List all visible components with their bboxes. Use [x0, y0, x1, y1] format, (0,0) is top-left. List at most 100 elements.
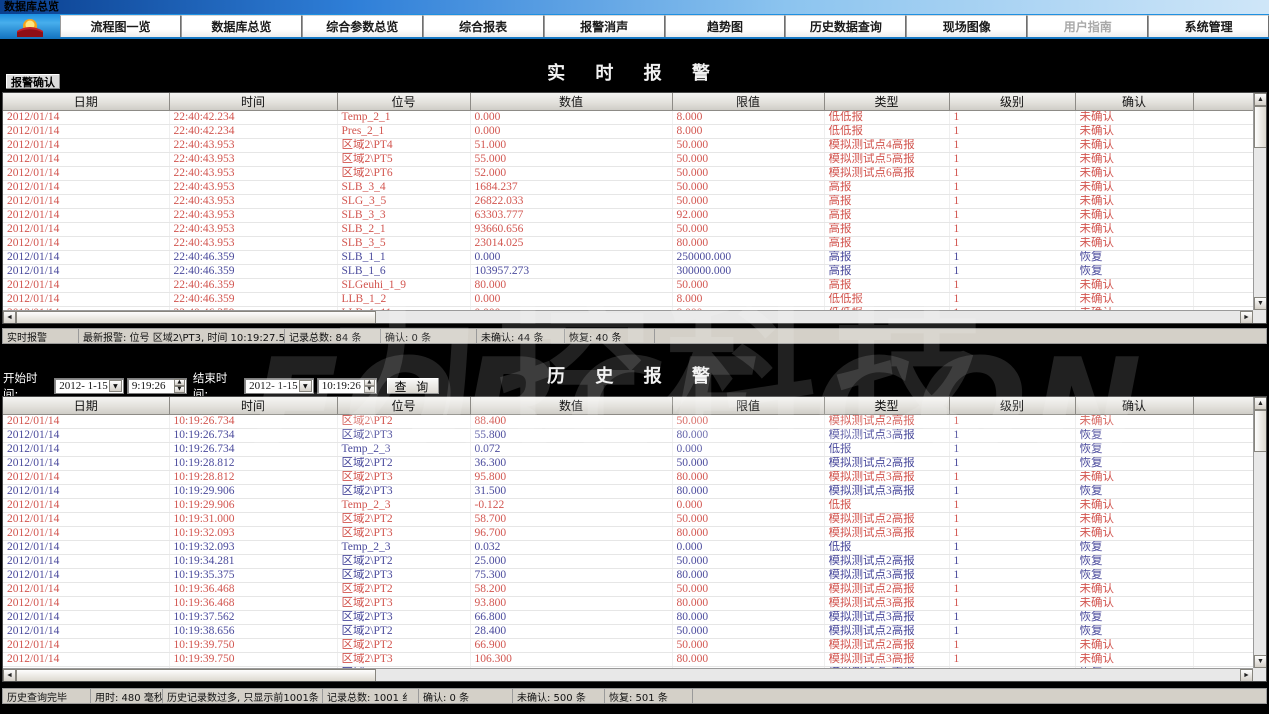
alarm-ack-button[interactable]: 报警确认 — [5, 73, 61, 90]
tab-comprehensive-report[interactable]: 综合报表 — [422, 15, 544, 37]
cell-limit: 80.000 — [672, 610, 825, 625]
col-header-tag[interactable]: 位号 — [337, 397, 471, 415]
table-row[interactable]: 2012/01/14 10:19:38.656 区域2\PT2 28.400 50.00… — [3, 624, 1266, 639]
table-row[interactable]: 2012/01/14 10:19:28.812 区域2\PT3 95.800 80.00… — [3, 470, 1266, 485]
chevron-down-icon[interactable]: ▼ — [108, 380, 122, 392]
table-row[interactable]: 2012/01/14 22:40:43.953 区域2\PT4 51.000 50.00… — [3, 138, 1266, 153]
col-header-type[interactable]: 类型 — [824, 93, 950, 111]
tab-database-overview[interactable]: 数据库总览 — [180, 15, 302, 37]
col-header-limit[interactable]: 限值 — [672, 397, 825, 415]
start-time-spinner[interactable]: 9:19:26 ▲ ▼ — [126, 378, 187, 394]
table-row[interactable]: 2012/01/14 22:40:43.953 区域2\PT6 52.000 50.00… — [3, 166, 1266, 181]
col-header-date[interactable]: 日期 — [3, 397, 170, 415]
col-header-level[interactable]: 级别 — [949, 397, 1076, 415]
table-row[interactable]: 2012/01/14 10:19:36.468 区域2\PT2 58.200 50.00… — [3, 582, 1266, 597]
cell-date: 2012/01/14 — [3, 498, 170, 513]
cell-tag: SLG_3_5 — [337, 194, 471, 209]
cell-type: 模拟测试点3高报 — [824, 526, 950, 541]
table-row[interactable]: 2012/01/14 22:40:43.953 SLG_3_5 26822.033 50… — [3, 194, 1266, 209]
tab-alarm-silence[interactable]: 报警消声 — [543, 15, 665, 37]
query-button[interactable]: 查 询 — [385, 377, 440, 395]
table-row[interactable]: 2012/01/14 10:19:39.750 区域2\PT2 66.900 50.00… — [3, 638, 1266, 653]
cell-date: 2012/01/14 — [3, 610, 170, 625]
table-row[interactable]: 2012/01/14 10:19:37.562 区域2\PT3 66.800 80.00… — [3, 610, 1266, 625]
table-row[interactable]: 2012/01/14 22:40:43.953 区域2\PT5 55.000 50.00… — [3, 152, 1266, 167]
table-row[interactable]: 2012/01/14 10:19:32.093 区域2\PT3 96.700 80.00… — [3, 526, 1266, 541]
col-header-date[interactable]: 日期 — [3, 93, 170, 111]
table-row[interactable]: 2012/01/14 22:40:46.359 SLB_1_6 103957.273 3… — [3, 264, 1266, 279]
start-date-combo[interactable]: 2012- 1-15 ▼ — [54, 378, 124, 394]
cell-limit: 80.000 — [672, 596, 825, 611]
col-header-level[interactable]: 级别 — [949, 93, 1076, 111]
history-alarm-grid: 日期 时间 位号 数值 限值 类型 级别 确认 操作员 2012/01/1410… — [2, 396, 1267, 682]
hist-status-state: 历史查询完毕 — [3, 689, 91, 703]
col-header-time[interactable]: 时间 — [169, 397, 338, 415]
table-row[interactable]: 2012/01/14 22:40:43.953 SLB_2_1 93660.656 50… — [3, 222, 1266, 237]
cell-ack: 未确认 — [1075, 470, 1194, 485]
table-row[interactable]: 2012/01/14 22:40:43.953 SLB_3_5 23014.025 80… — [3, 236, 1266, 251]
history-query-bar: 开始时间: 2012- 1-15 ▼ 9:19:26 ▲ ▼ 结束时间: 2012… — [0, 371, 440, 401]
table-row[interactable]: 2012/01/14 10:19:28.812 区域2\PT2 36.300 50.00… — [3, 456, 1266, 471]
table-row[interactable]: 2012/01/14 22:40:43.953 SLB_3_3 63303.777 92… — [3, 208, 1266, 223]
col-header-limit[interactable]: 限值 — [672, 93, 825, 111]
table-row[interactable]: 2012/01/14 10:19:29.906 区域2\PT3 31.500 80.00… — [3, 484, 1266, 499]
cell-tag: Temp_2_3 — [337, 442, 471, 457]
spinner-arrows-icon[interactable]: ▲ ▼ — [363, 379, 375, 393]
realtime-vertical-scrollbar[interactable]: ▲ ▼ — [1253, 93, 1266, 310]
table-row[interactable]: 2012/01/14 10:19:26.734 区域2\PT3 55.800 80.00… — [3, 428, 1266, 443]
table-row[interactable]: 2012/01/14 10:19:32.093 Temp_2_3 0.032 0.000… — [3, 540, 1266, 555]
cell-level: 1 — [949, 264, 1076, 279]
realtime-horizontal-scrollbar[interactable]: ◄ ► — [3, 310, 1253, 323]
table-row[interactable]: 2012/01/14 10:19:29.906 Temp_2_3 -0.122 0.00… — [3, 498, 1266, 513]
tab-flowchart-overview[interactable]: 流程图一览 — [60, 15, 181, 37]
tab-system-management[interactable]: 系统管理 — [1148, 15, 1269, 37]
vscroll-thumb[interactable] — [1254, 106, 1266, 148]
table-row[interactable]: 2012/01/14 10:19:36.468 区域2\PT3 93.800 80.00… — [3, 596, 1266, 611]
tab-user-guide[interactable]: 用户指南 — [1027, 15, 1149, 37]
end-date-combo[interactable]: 2012- 1-15 ▼ — [244, 378, 314, 394]
col-header-type[interactable]: 类型 — [824, 397, 950, 415]
table-row[interactable]: 2012/01/14 22:40:43.953 SLB_3_4 1684.237 50.… — [3, 180, 1266, 195]
table-row[interactable]: 2012/01/14 10:19:35.375 区域2\PT3 75.300 80.00… — [3, 568, 1266, 583]
history-vertical-scrollbar[interactable]: ▲ ▼ — [1253, 397, 1266, 668]
end-time-spinner[interactable]: 10:19:26 ▲ ▼ — [316, 378, 377, 394]
table-row[interactable]: 2012/01/14 10:19:39.750 区域2\PT3 106.300 80.0… — [3, 652, 1266, 667]
cell-level: 1 — [949, 568, 1076, 583]
scroll-left-icon[interactable]: ◄ — [3, 311, 16, 323]
tab-parameter-overview[interactable]: 综合参数总览 — [301, 15, 423, 37]
col-header-ack[interactable]: 确认 — [1075, 397, 1194, 415]
scroll-down-icon[interactable]: ▼ — [1254, 297, 1266, 310]
hscroll-thumb[interactable] — [16, 311, 376, 323]
hscroll-thumb[interactable] — [16, 669, 376, 681]
scroll-right-icon[interactable]: ► — [1240, 669, 1253, 681]
table-row[interactable]: 2012/01/14 10:19:31.000 区域2\PT2 58.700 50.00… — [3, 512, 1266, 527]
table-row[interactable]: 2012/01/14 22:40:46.359 SLGeuhi_1_9 80.000 5… — [3, 278, 1266, 293]
table-row[interactable]: 2012/01/14 22:40:42.234 Temp_2_1 0.000 8.000… — [3, 110, 1266, 125]
tab-site-image[interactable]: 现场图像 — [906, 15, 1028, 37]
tab-trend-chart[interactable]: 趋势图 — [664, 15, 786, 37]
cell-value: 0.000 — [470, 124, 673, 139]
table-row[interactable]: 2012/01/14 22:40:42.234 Pres_2_1 0.000 8.000… — [3, 124, 1266, 139]
scroll-up-icon[interactable]: ▲ — [1254, 93, 1266, 106]
scroll-right-icon[interactable]: ► — [1240, 311, 1253, 323]
history-horizontal-scrollbar[interactable]: ◄ ► — [3, 668, 1253, 681]
col-header-value[interactable]: 数值 — [470, 93, 673, 111]
col-header-value[interactable]: 数值 — [470, 397, 673, 415]
scroll-left-icon[interactable]: ◄ — [3, 669, 16, 681]
scroll-up-icon[interactable]: ▲ — [1254, 397, 1266, 410]
table-row[interactable]: 2012/01/14 10:19:26.734 区域2\PT2 88.400 50.00… — [3, 414, 1266, 429]
spinner-arrows-icon[interactable]: ▲ ▼ — [173, 379, 185, 393]
table-row[interactable]: 2012/01/14 22:40:46.359 LLB_1_2 0.000 8.000 低… — [3, 292, 1266, 307]
table-row[interactable]: 2012/01/14 10:19:34.281 区域2\PT2 25.000 50.00… — [3, 554, 1266, 569]
vscroll-thumb[interactable] — [1254, 410, 1266, 452]
col-header-ack[interactable]: 确认 — [1075, 93, 1194, 111]
col-header-time[interactable]: 时间 — [169, 93, 338, 111]
cell-limit: 8.000 — [672, 292, 825, 307]
table-row[interactable]: 2012/01/14 10:19:26.734 Temp_2_3 0.072 0.000… — [3, 442, 1266, 457]
chevron-down-icon[interactable]: ▼ — [298, 380, 312, 392]
table-row[interactable]: 2012/01/14 22:40:46.359 SLB_1_1 0.000 250000… — [3, 250, 1266, 265]
scroll-down-icon[interactable]: ▼ — [1254, 655, 1266, 668]
tab-history-data-query[interactable]: 历史数据查询 — [785, 15, 907, 37]
col-header-operator[interactable]: 操作员 — [1193, 397, 1266, 415]
col-header-tag[interactable]: 位号 — [337, 93, 471, 111]
